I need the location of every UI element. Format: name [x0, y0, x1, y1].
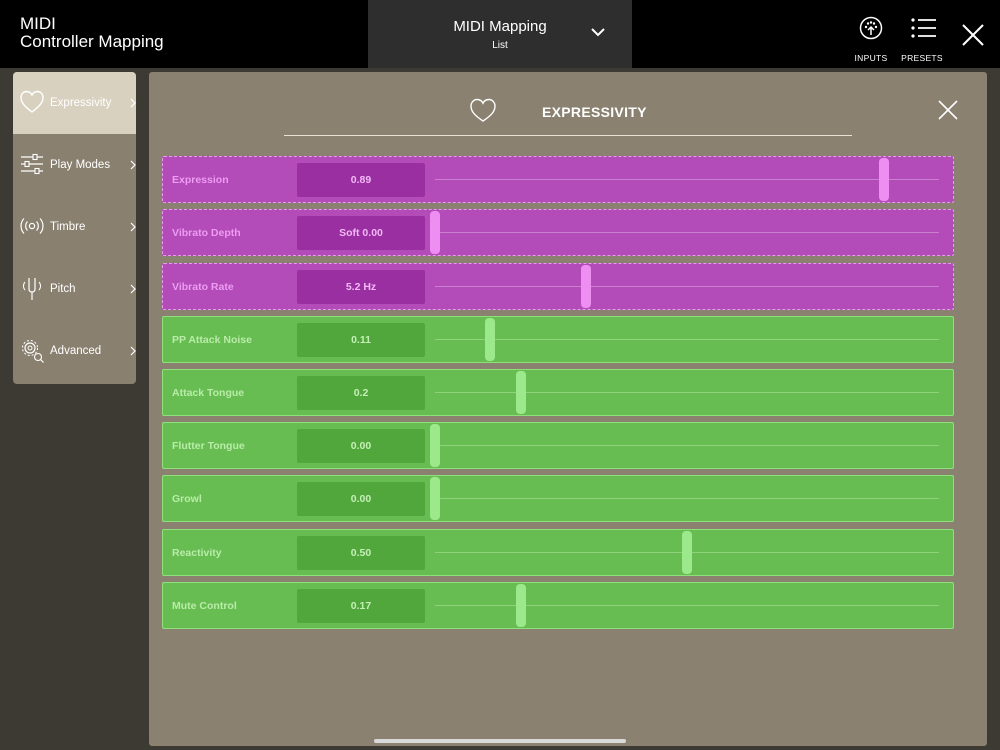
sidebar-item-timbre[interactable]: Timbre: [13, 196, 136, 258]
chevron-right-icon: [130, 346, 136, 356]
heart-icon: [20, 90, 44, 113]
sidebar-item-pitch[interactable]: Pitch: [13, 258, 136, 320]
slider-thumb[interactable]: [430, 424, 440, 467]
parameter-label: Vibrato Depth: [172, 227, 241, 239]
heart-icon: [470, 98, 496, 122]
home-indicator[interactable]: [374, 739, 626, 743]
parameter-row: Growl 0.00: [162, 475, 954, 522]
presets-button[interactable]: PRESETS: [894, 14, 950, 64]
slider-track[interactable]: [435, 232, 939, 233]
slider-thumb[interactable]: [430, 477, 440, 520]
inputs-label: INPUTS: [854, 53, 888, 63]
slider-thumb[interactable]: [682, 531, 692, 574]
chevron-right-icon: [130, 284, 136, 294]
parameter-row: Vibrato Depth Soft 0.00: [162, 209, 954, 256]
top-bar: MIDI Controller Mapping MIDI Mapping Lis…: [0, 0, 1000, 68]
inputs-button[interactable]: INPUTS: [843, 14, 899, 64]
parameter-label: Growl: [172, 493, 202, 505]
parameter-row: Flutter Tongue 0.00: [162, 422, 954, 469]
slider-thumb[interactable]: [485, 318, 496, 361]
parameter-row: Vibrato Rate 5.2 Hz: [162, 263, 954, 310]
tuning-fork-icon: [23, 278, 41, 300]
mapping-selector-dropdown[interactable]: MIDI Mapping List: [368, 0, 632, 68]
mapping-title: MIDI Mapping: [453, 18, 547, 35]
slider-thumb[interactable]: [878, 158, 889, 201]
list-icon: [911, 18, 936, 38]
parameter-value-field[interactable]: Soft 0.00: [297, 216, 425, 250]
expressivity-panel: EXPRESSIVITY Expression 0.89 Vibrato Depth…: [149, 72, 987, 746]
parameter-label: Reactivity: [172, 547, 222, 559]
sidebar-item-play-modes[interactable]: Play Modes: [13, 134, 136, 196]
slider-track[interactable]: [435, 605, 939, 606]
gears-icon: [22, 340, 44, 363]
slider-thumb[interactable]: [430, 211, 440, 254]
sidebar-item-label: Play Modes: [50, 159, 111, 171]
parameter-value-field[interactable]: 0.2: [297, 376, 425, 410]
close-icon[interactable]: [960, 22, 986, 48]
sidebar-item-label: Pitch: [50, 283, 76, 295]
panel-title: EXPRESSIVITY: [542, 104, 647, 120]
parameter-label: Vibrato Rate: [172, 281, 234, 293]
slider-track[interactable]: [435, 179, 939, 180]
slider-track[interactable]: [435, 286, 939, 287]
chevron-right-icon: [130, 222, 136, 232]
sidebar-item-expressivity[interactable]: Expressivity: [13, 72, 136, 134]
chevron-down-icon: [591, 28, 605, 37]
broadcast-icon: [20, 218, 44, 234]
app-title-line1: MIDI: [20, 14, 56, 33]
chevron-right-icon: [130, 160, 136, 170]
app-title-line2: Controller Mapping: [20, 32, 164, 51]
parameter-row: Attack Tongue 0.2: [162, 369, 954, 416]
sidebar-item-advanced[interactable]: Advanced: [13, 320, 136, 382]
mapping-subtitle: List: [492, 40, 508, 51]
chevron-right-icon: [130, 98, 136, 108]
parameter-value-field[interactable]: 0.00: [297, 482, 425, 516]
sidebar: Expressivity Play Modes Timbre: [13, 72, 136, 384]
parameter-row: Expression 0.89: [162, 156, 954, 203]
parameter-label: PP Attack Noise: [172, 334, 252, 346]
parameter-value-field[interactable]: 0.11: [297, 323, 425, 357]
parameter-row: Mute Control 0.17: [162, 582, 954, 629]
parameter-label: Flutter Tongue: [172, 440, 245, 452]
parameter-label: Expression: [172, 174, 229, 186]
parameter-value-field[interactable]: 0.00: [297, 429, 425, 463]
parameter-value-field[interactable]: 0.17: [297, 589, 425, 623]
midi-input-icon: [859, 16, 883, 40]
presets-label: PRESETS: [901, 53, 943, 63]
slider-thumb[interactable]: [581, 265, 592, 308]
divider: [284, 135, 852, 136]
parameter-value-field[interactable]: 0.89: [297, 163, 425, 197]
slider-track[interactable]: [435, 445, 939, 446]
parameter-value-field[interactable]: 5.2 Hz: [297, 270, 425, 304]
sidebar-item-label: Timbre: [50, 221, 86, 233]
parameter-label: Mute Control: [172, 600, 237, 612]
parameter-row: Reactivity 0.50: [162, 529, 954, 576]
sidebar-item-label: Advanced: [50, 345, 102, 357]
slider-thumb[interactable]: [515, 371, 526, 414]
slider-track[interactable]: [435, 498, 939, 499]
parameter-label: Attack Tongue: [172, 387, 245, 399]
slider-track[interactable]: [435, 392, 939, 393]
parameter-value-field[interactable]: 0.50: [297, 536, 425, 570]
parameter-row: PP Attack Noise 0.11: [162, 316, 954, 363]
close-icon[interactable]: [937, 99, 959, 121]
app-title: MIDI Controller Mapping: [20, 15, 164, 51]
sliders-icon: [21, 153, 43, 175]
slider-track[interactable]: [435, 339, 939, 340]
sidebar-item-label: Expressivity: [50, 97, 112, 109]
slider-thumb[interactable]: [515, 584, 526, 627]
